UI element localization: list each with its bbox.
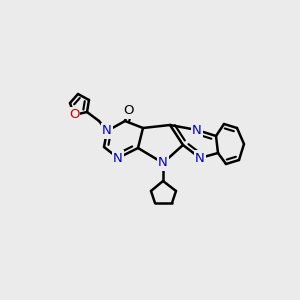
Text: O: O [69, 109, 79, 122]
Text: N: N [195, 152, 205, 164]
Text: N: N [192, 124, 202, 136]
Text: N: N [102, 124, 112, 137]
Text: N: N [113, 152, 123, 164]
Text: N: N [158, 157, 168, 169]
Text: O: O [123, 104, 133, 118]
